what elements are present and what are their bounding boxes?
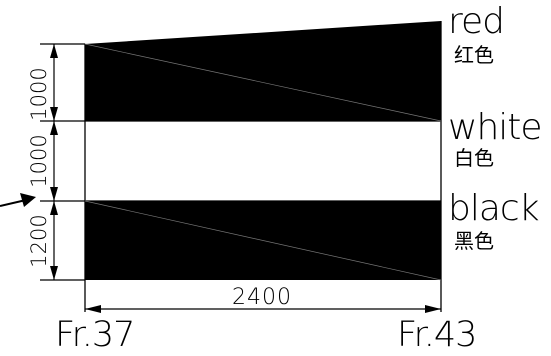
vertical-dimension-arrows bbox=[50, 44, 58, 280]
vertical-dimension bbox=[40, 43, 85, 281]
label-white: white bbox=[448, 107, 542, 148]
waterline-pointer bbox=[0, 193, 36, 207]
label-black: black bbox=[448, 188, 539, 229]
frame-label-left: Fr.37 bbox=[55, 315, 134, 355]
label-red-zh: 红色 bbox=[454, 43, 494, 67]
band-white bbox=[85, 121, 441, 201]
dim-label-red: 1000 bbox=[27, 67, 51, 120]
band-red bbox=[85, 21, 441, 121]
dim-label-white: 1000 bbox=[27, 134, 51, 187]
horizontal-dimension-arrows bbox=[85, 305, 441, 313]
diagonal-black-band bbox=[84, 200, 442, 281]
label-white-zh: 白色 bbox=[454, 146, 494, 170]
label-black-zh: 黑色 bbox=[454, 229, 494, 253]
dim-label-black: 1200 bbox=[27, 214, 51, 267]
diagonal-red-band bbox=[84, 43, 442, 122]
frame-label-right: Fr.43 bbox=[397, 315, 476, 355]
dim-label-width: 2400 bbox=[232, 285, 292, 310]
label-red: red bbox=[448, 1, 504, 42]
